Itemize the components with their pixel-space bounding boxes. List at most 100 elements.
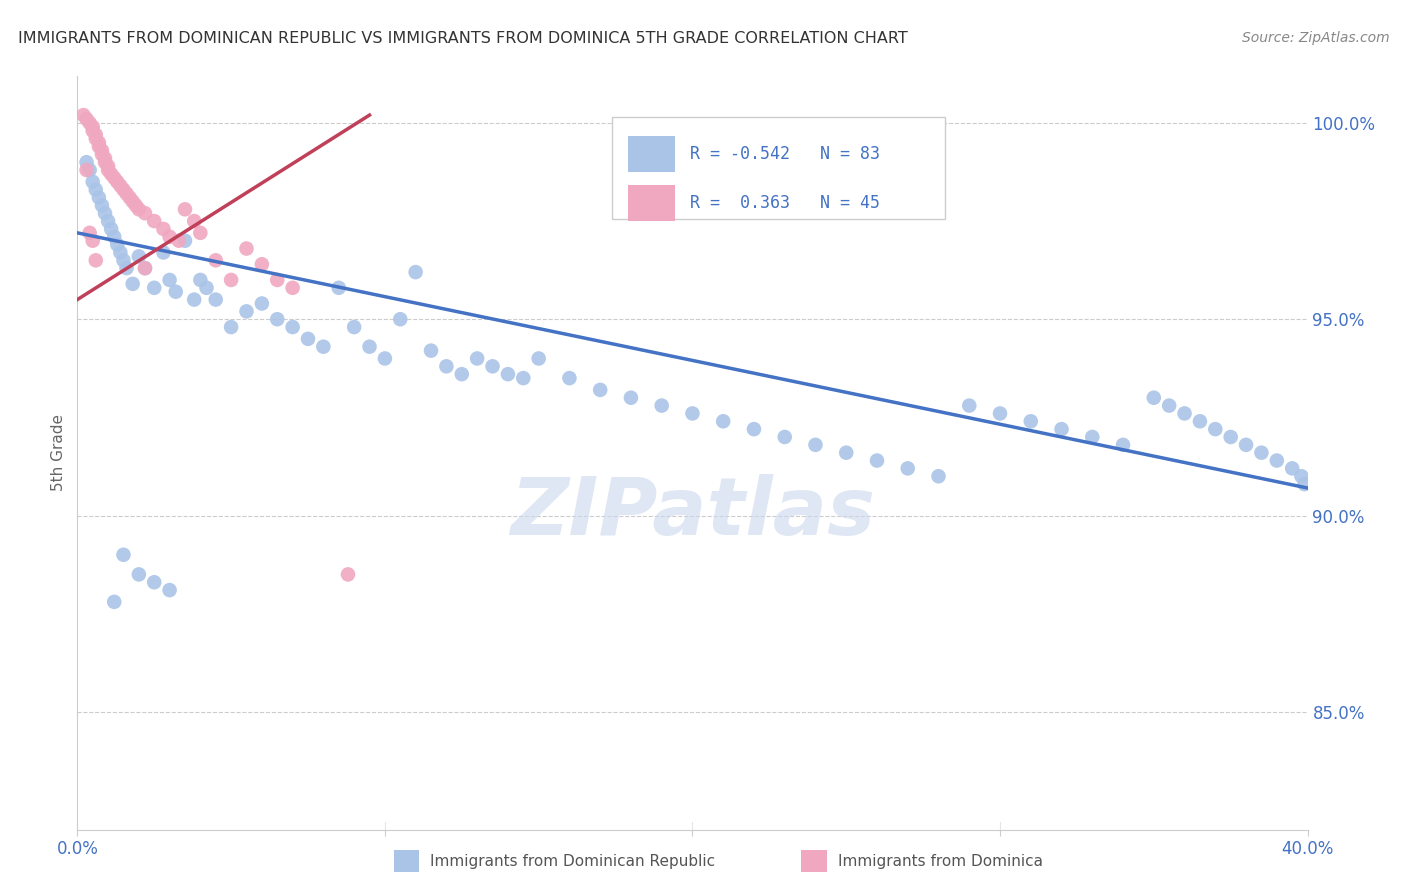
Point [1219,430,1241,444]
Point [84,131,107,145]
Point [87,136,110,150]
Point [115,186,138,201]
Point [204,293,226,307]
Point [195,281,218,295]
Point [90,144,114,158]
Point [250,257,273,271]
FancyBboxPatch shape [628,136,675,172]
Point [82,234,104,248]
Point [405,265,427,279]
Point [82,175,104,189]
Point [76,163,98,178]
Text: Immigrants from Dominica: Immigrants from Dominica [838,854,1043,869]
Point [87,139,110,153]
Point [281,281,304,295]
Point [188,273,212,287]
Point [82,124,104,138]
Point [103,595,125,609]
Point [105,237,128,252]
Point [152,222,174,236]
Point [79,226,101,240]
Point [835,445,858,459]
Y-axis label: 5th Grade: 5th Grade [51,414,66,491]
Point [1143,391,1166,405]
Point [266,273,288,287]
Text: Immigrants from Dominican Republic: Immigrants from Dominican Republic [430,854,716,869]
Point [79,163,101,178]
Point [103,170,125,185]
Point [183,293,205,307]
Point [682,406,704,420]
Point [1112,438,1135,452]
Point [527,351,550,366]
Point [1081,430,1104,444]
Point [183,214,205,228]
Point [1019,414,1042,428]
Point [76,112,98,126]
Point [496,367,519,381]
Point [128,202,150,217]
Point [84,128,107,142]
Point [118,190,141,204]
Point [281,320,304,334]
Point [159,229,181,244]
Point [97,214,120,228]
Point [711,414,734,428]
Point [97,159,120,173]
Text: Source: ZipAtlas.com: Source: ZipAtlas.com [1241,31,1389,45]
Point [988,406,1011,420]
Point [436,359,458,374]
Point [134,261,156,276]
Point [1159,399,1181,413]
Point [374,351,396,366]
Text: R = -0.542   N = 83: R = -0.542 N = 83 [690,145,880,163]
Point [128,567,150,582]
Point [112,253,135,268]
Point [110,178,132,193]
Point [235,304,257,318]
Point [343,320,366,334]
Point [134,206,156,220]
Point [512,371,534,385]
Point [188,226,212,240]
Point [742,422,765,436]
Point [1188,414,1211,428]
Point [84,183,107,197]
Point [957,399,980,413]
Point [143,214,166,228]
Point [159,583,181,598]
Point [465,351,488,366]
Point [84,253,107,268]
Point [112,183,135,197]
Point [105,175,128,189]
Point [266,312,288,326]
Point [1204,422,1226,436]
Point [97,163,120,178]
Point [167,234,190,248]
Point [620,391,643,405]
Point [103,229,125,244]
Point [174,234,197,248]
Text: ZIPatlas: ZIPatlas [510,474,875,552]
Point [1291,469,1313,483]
Point [773,430,796,444]
Point [87,190,110,204]
Point [76,155,98,169]
Point [159,273,181,287]
Point [219,320,242,334]
FancyBboxPatch shape [613,117,945,219]
Point [100,167,122,181]
Point [359,340,381,354]
Point [128,249,150,263]
Point [1281,461,1303,475]
Point [143,575,166,590]
Point [804,438,827,452]
Point [82,120,104,134]
Point [589,383,612,397]
Point [250,296,273,310]
Point [328,281,350,295]
Point [558,371,581,385]
Point [389,312,412,326]
Point [866,453,889,467]
Point [1265,453,1288,467]
